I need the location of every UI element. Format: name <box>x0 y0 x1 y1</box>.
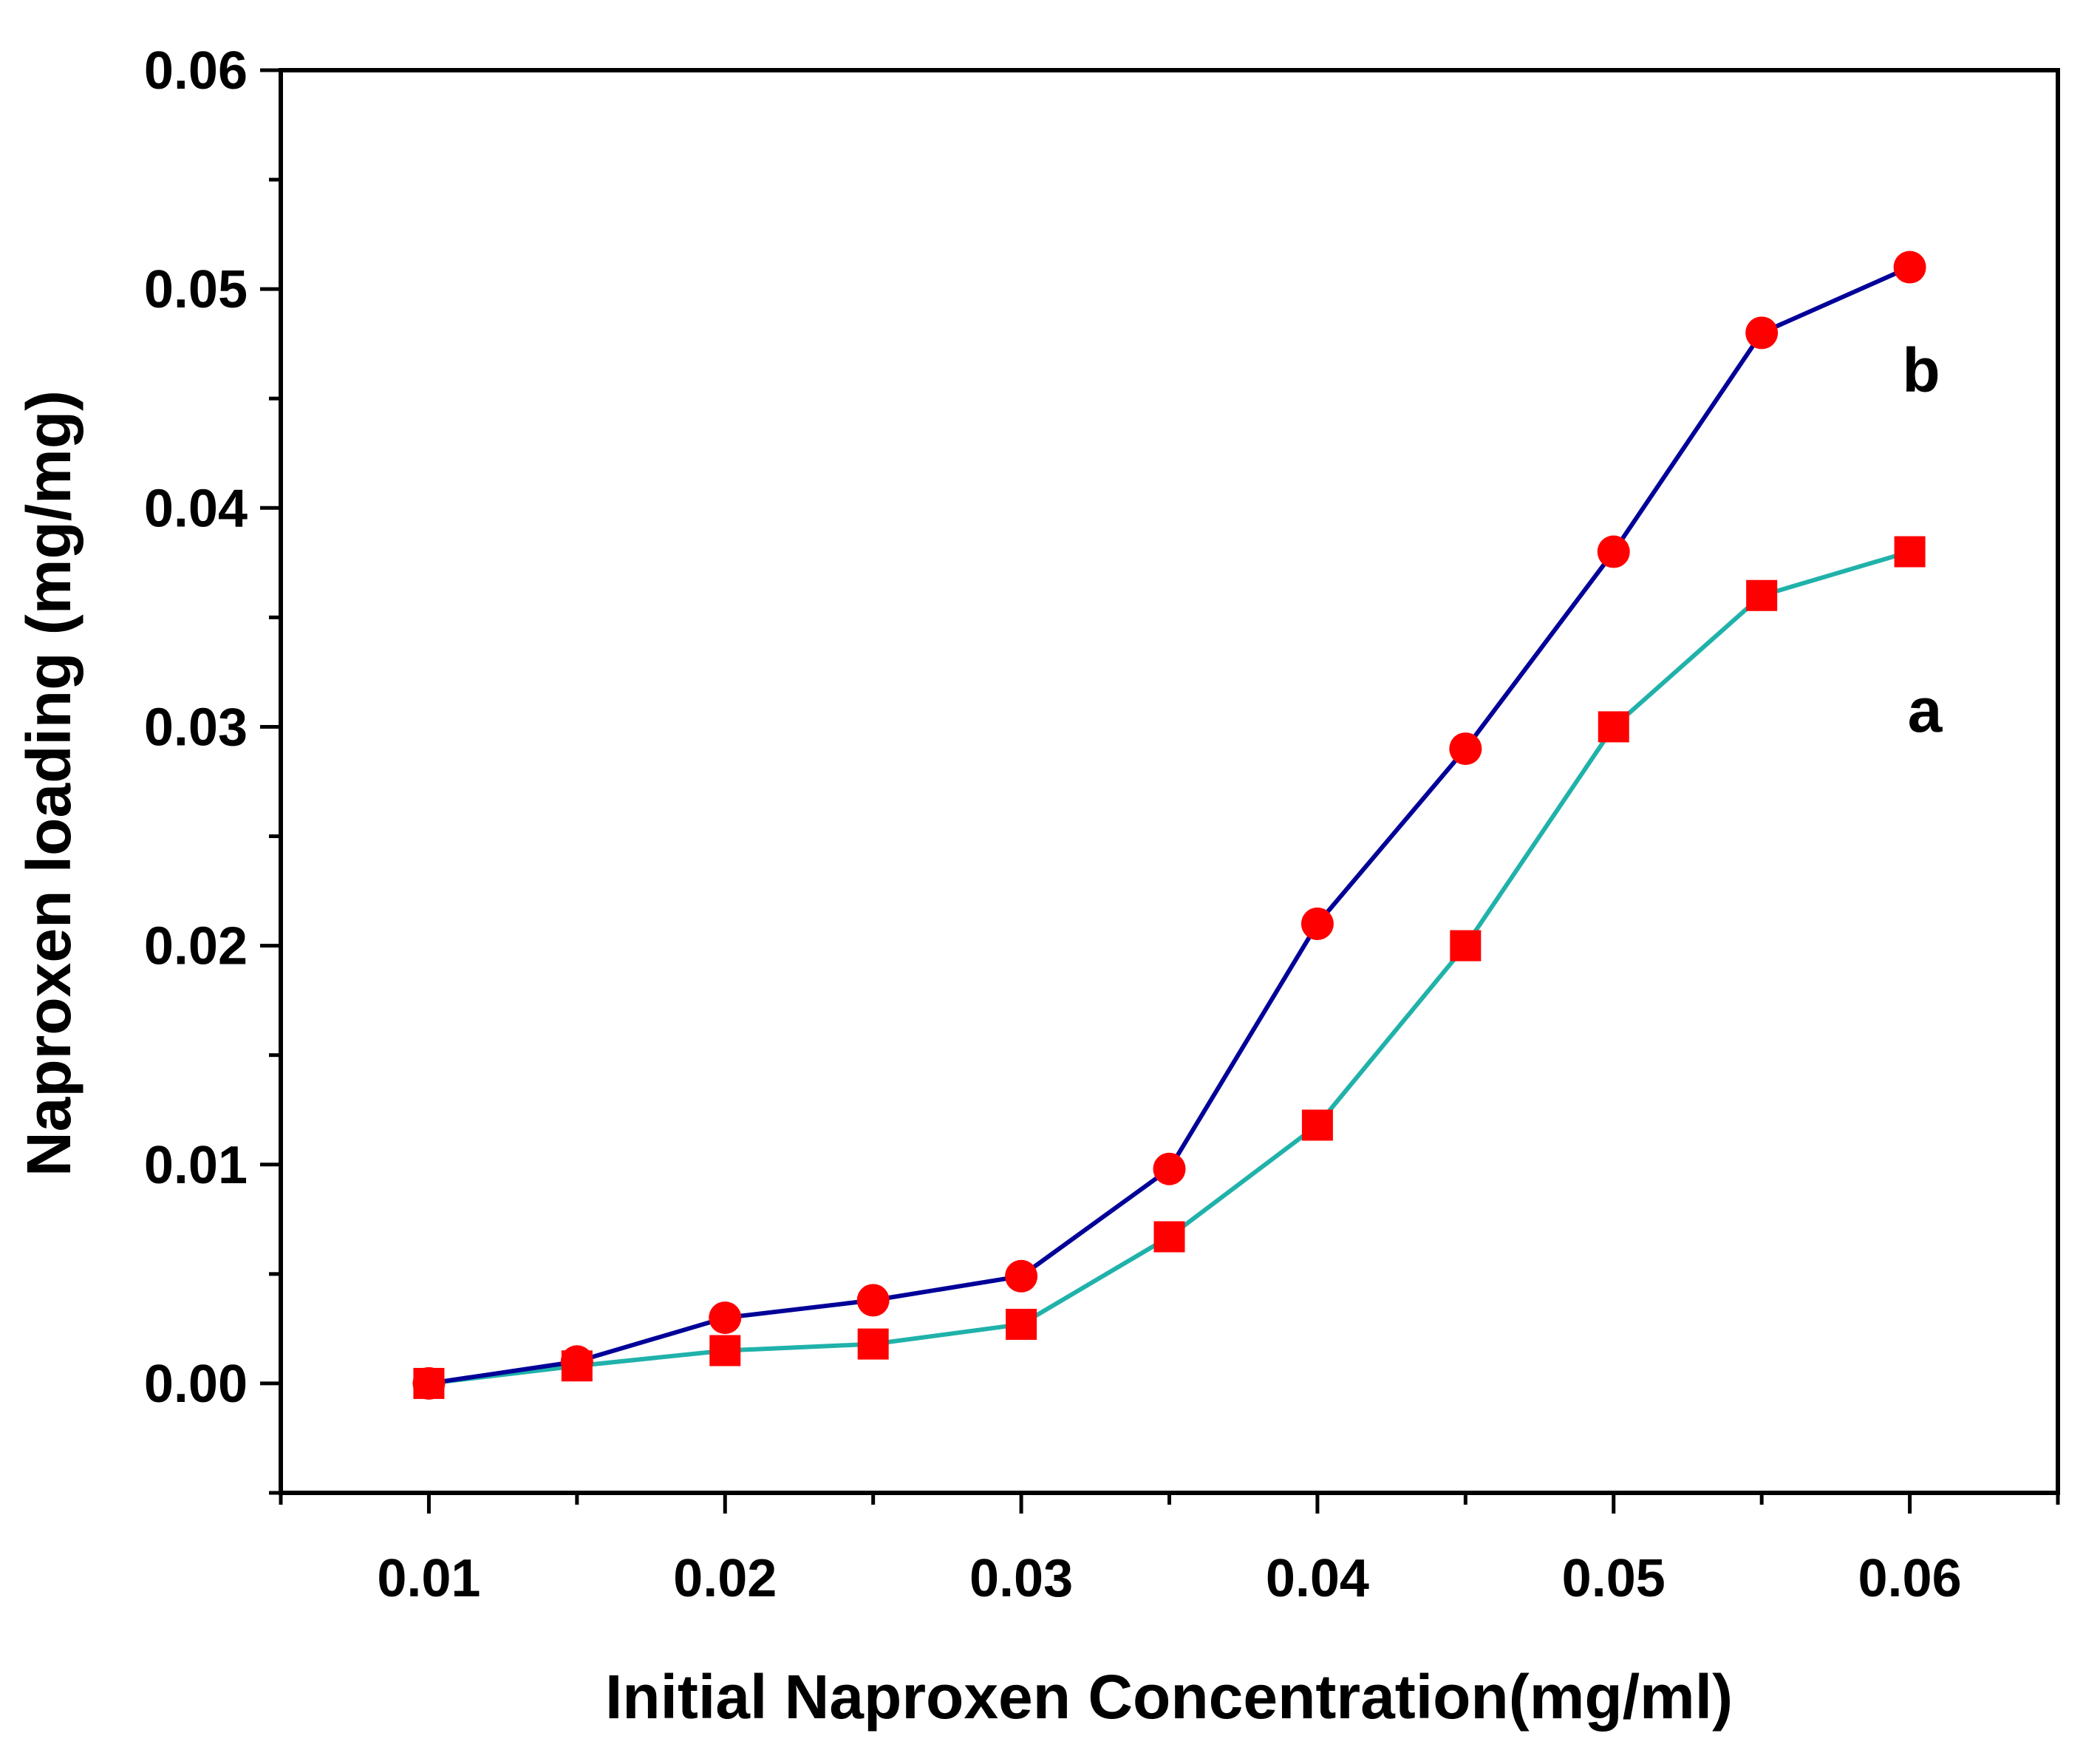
y-tick-label: 0.04 <box>144 479 248 538</box>
series-b-point <box>1153 1152 1186 1185</box>
y-axis-ticks: 0.00 0.01 0.02 0.03 0.04 0.05 0.06 <box>144 41 281 1495</box>
x-axis-title: Initial Naproxen Concentration(mg/ml) <box>605 1662 1733 1732</box>
series-b-point <box>1300 908 1334 940</box>
x-tick-label: 0.02 <box>673 1549 777 1608</box>
y-tick-label: 0.02 <box>144 917 248 976</box>
series-b-point <box>560 1345 593 1378</box>
series-label-b: b <box>1902 336 1940 405</box>
series-layer <box>412 251 1926 1400</box>
y-tick-label: 0.03 <box>144 698 248 757</box>
y-tick-label: 0.01 <box>144 1136 248 1195</box>
x-tick-label: 0.03 <box>969 1549 1073 1608</box>
series-a-point <box>709 1335 741 1366</box>
series-line-b <box>428 265 1911 1386</box>
series-b-point <box>1745 316 1779 350</box>
series-a-point <box>1006 1308 1037 1340</box>
y-axis-title: Naproxen loading (mg/mg) <box>14 390 83 1177</box>
series-label-a: a <box>1908 675 1943 745</box>
y-tick-label: 0.06 <box>144 41 248 101</box>
series-line-a <box>429 549 1911 1386</box>
series-b-point <box>412 1366 446 1400</box>
series-b-point <box>1893 251 1926 284</box>
x-tick-label: 0.01 <box>377 1549 480 1608</box>
series-b-point <box>856 1284 890 1317</box>
series-a-point <box>1894 536 1926 568</box>
series-b-point <box>1597 535 1630 568</box>
series-a-point <box>1746 579 1778 611</box>
x-tick-label: 0.05 <box>1562 1549 1666 1608</box>
x-tick-label: 0.06 <box>1858 1549 1962 1608</box>
y-tick-label: 0.05 <box>144 260 248 319</box>
series-a-point <box>1598 711 1629 743</box>
series-b-point <box>709 1301 742 1335</box>
series-a-point <box>1450 930 1482 961</box>
plot-frame <box>279 68 2060 1495</box>
series-b-point <box>1005 1259 1038 1293</box>
series-a-point <box>1301 1109 1333 1141</box>
series-a-point <box>857 1328 889 1360</box>
series-b-point <box>1449 732 1482 766</box>
y-tick-label: 0.00 <box>144 1355 248 1414</box>
x-tick-label: 0.04 <box>1266 1549 1369 1608</box>
x-axis-ticks: 0.01 0.02 0.03 0.04 0.05 0.06 <box>279 1493 2060 1608</box>
series-a-point <box>1153 1221 1185 1253</box>
